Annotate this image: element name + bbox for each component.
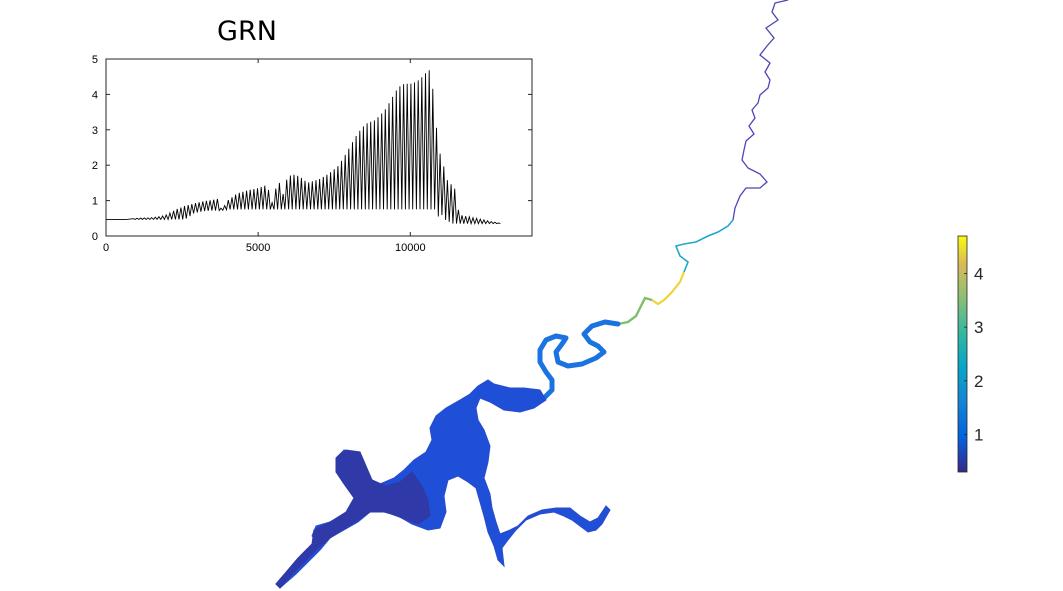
lower-meanders bbox=[491, 319, 621, 407]
colorbar-tick-label: 3 bbox=[974, 318, 983, 337]
y-axis: 0 1 2 3 4 5 bbox=[92, 54, 532, 243]
colorbar-tick-label: 1 bbox=[974, 425, 983, 444]
plot-area bbox=[105, 58, 533, 237]
y-tick-label: 2 bbox=[92, 160, 98, 172]
y-tick-label: 5 bbox=[92, 54, 98, 66]
y-tick-label: 4 bbox=[92, 89, 98, 101]
colorbar-tick-label: 4 bbox=[974, 265, 983, 284]
mid-river bbox=[674, 219, 734, 273]
x-tick-label: 0 bbox=[103, 242, 109, 254]
river-map bbox=[275, 0, 789, 589]
x-tick-label: 10000 bbox=[395, 242, 426, 254]
x-axis: 0 5000 10000 bbox=[103, 59, 426, 254]
estuary-west-lobe bbox=[275, 449, 431, 589]
series-layer bbox=[106, 70, 501, 226]
green-reach bbox=[617, 296, 653, 326]
colorbar: 1 2 3 4 bbox=[957, 235, 983, 473]
colorbar-ticks: 1 2 3 4 bbox=[964, 265, 983, 444]
estuary-body bbox=[275, 379, 611, 589]
series-line bbox=[106, 70, 501, 226]
chart-title: GRN bbox=[217, 16, 277, 47]
x-tick-label: 5000 bbox=[246, 242, 270, 254]
y-tick-label: 3 bbox=[92, 125, 98, 137]
colorbar-tick-label: 2 bbox=[974, 372, 983, 391]
upstream-river bbox=[732, 0, 789, 221]
inset-plot: GRN 0 5000 10000 0 1 2 3 4 5 bbox=[92, 16, 533, 254]
y-tick-label: 0 bbox=[92, 231, 98, 243]
yellow-reach bbox=[651, 271, 686, 306]
y-tick-label: 1 bbox=[92, 196, 98, 208]
colorbar-gradient bbox=[957, 235, 968, 473]
